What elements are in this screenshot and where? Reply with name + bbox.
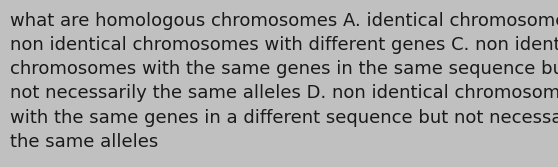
Text: not necessarily the same alleles D. non identical chromosomes: not necessarily the same alleles D. non … [10, 84, 558, 102]
Text: with the same genes in a different sequence but not necessarily: with the same genes in a different seque… [10, 109, 558, 127]
Text: non identical chromosomes with different genes C. non identical: non identical chromosomes with different… [10, 36, 558, 54]
Text: the same alleles: the same alleles [10, 133, 158, 151]
Text: what are homologous chromosomes A. identical chromosomes B.: what are homologous chromosomes A. ident… [10, 12, 558, 30]
Text: chromosomes with the same genes in the same sequence but: chromosomes with the same genes in the s… [10, 60, 558, 78]
